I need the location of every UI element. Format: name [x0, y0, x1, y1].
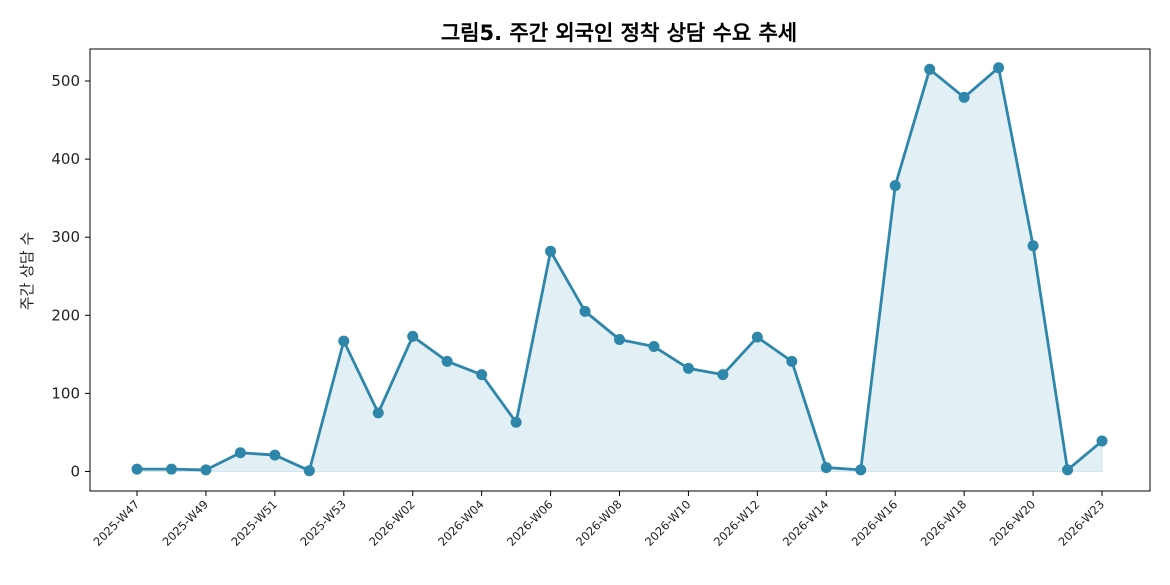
y-axis-label: 주간 상담 수: [18, 232, 36, 311]
data-point: 2026-W10: 132: [682, 362, 694, 374]
data-point: 2026-W08: 169: [614, 334, 625, 346]
data-point: 2025-W47: 3: [131, 463, 143, 475]
data-point: 2026-W02: 173: [407, 330, 419, 342]
data-point: 2026-W12: 172: [751, 331, 763, 343]
data-point: 2026-W17: 515: [924, 63, 936, 75]
data-point: 2026-W01: 75: [372, 407, 384, 419]
x-tick-label: 2026-W16: [849, 497, 901, 549]
x-tick-label: 2025-W51: [228, 497, 280, 549]
data-point: 2025-W49: 2: [200, 464, 212, 476]
chart-title: 그림5. 주간 외국인 정착 상담 수요 추세: [441, 21, 797, 45]
x-tick-label: 2026-W23: [1056, 497, 1108, 549]
x-tick-label: 2025-W49: [159, 497, 211, 549]
data-point: 2025-W51: 21: [269, 449, 281, 461]
data-point: 2026-W05: 63: [510, 416, 522, 428]
y-tick-label: 0: [70, 462, 80, 480]
data-point: 2026-W20: 289: [1027, 240, 1039, 252]
x-tick-label: 2025-W53: [297, 497, 349, 549]
data-point: 2025-W53: 167: [338, 335, 350, 347]
data-point: 2026-W03: 141: [441, 355, 453, 367]
data-point: 2025-W48: 3: [165, 463, 177, 475]
data-point: 2026-W15: 2: [855, 464, 867, 476]
data-point: 2025-W50: 24: [234, 447, 246, 459]
data-point: 2026-W04: 124: [476, 369, 488, 381]
data-point: 2026-W14: 5: [820, 462, 832, 474]
x-tick-label: 2026-W08: [573, 497, 625, 549]
data-point: 2026-W18: 479: [958, 91, 970, 103]
data-point: 2026-W09: 160: [648, 341, 660, 353]
data-point: 2026-W16: 366: [889, 180, 901, 192]
x-tick-label: 2025-W47: [91, 497, 143, 549]
area-fill: [136, 66, 1103, 472]
x-tick-label: 2026-W10: [642, 497, 694, 549]
x-tick-label: 2026-W14: [780, 497, 832, 549]
x-tick-label: 2026-W04: [435, 497, 487, 549]
x-tick-label: 2026-W18: [918, 497, 970, 549]
x-tick-label: 2026-W02: [366, 497, 418, 549]
data-point: 2026-W07: 205: [579, 305, 591, 317]
y-tick-label: 100: [51, 384, 80, 402]
y-tick-label: 200: [51, 306, 80, 324]
y-tick-label: 500: [51, 72, 80, 90]
data-point: 2026-W19: 517: [993, 62, 1005, 74]
x-tick-label: 2026-W20: [987, 497, 1039, 549]
data-point: 2026-W11: 124: [717, 369, 729, 381]
x-tick-label: 2026-W06: [504, 497, 556, 549]
y-tick-label: 400: [51, 150, 80, 168]
x-tick-label: 2026-W12: [711, 497, 763, 549]
y-tick-label: 300: [51, 228, 80, 246]
data-point: 2026-W13: 141: [786, 355, 798, 367]
data-point: 2026-W23: 39: [1096, 435, 1108, 447]
data-point: 2026-W21: 2: [1062, 464, 1074, 476]
plot-area: 2025-W47: 3 2025-W48: 3 2025-W49: 2 2025-W5…: [51, 48, 1151, 549]
data-point: 2026-W06: 282: [545, 245, 557, 257]
data-point: 2025-W52: 1: [303, 465, 315, 477]
